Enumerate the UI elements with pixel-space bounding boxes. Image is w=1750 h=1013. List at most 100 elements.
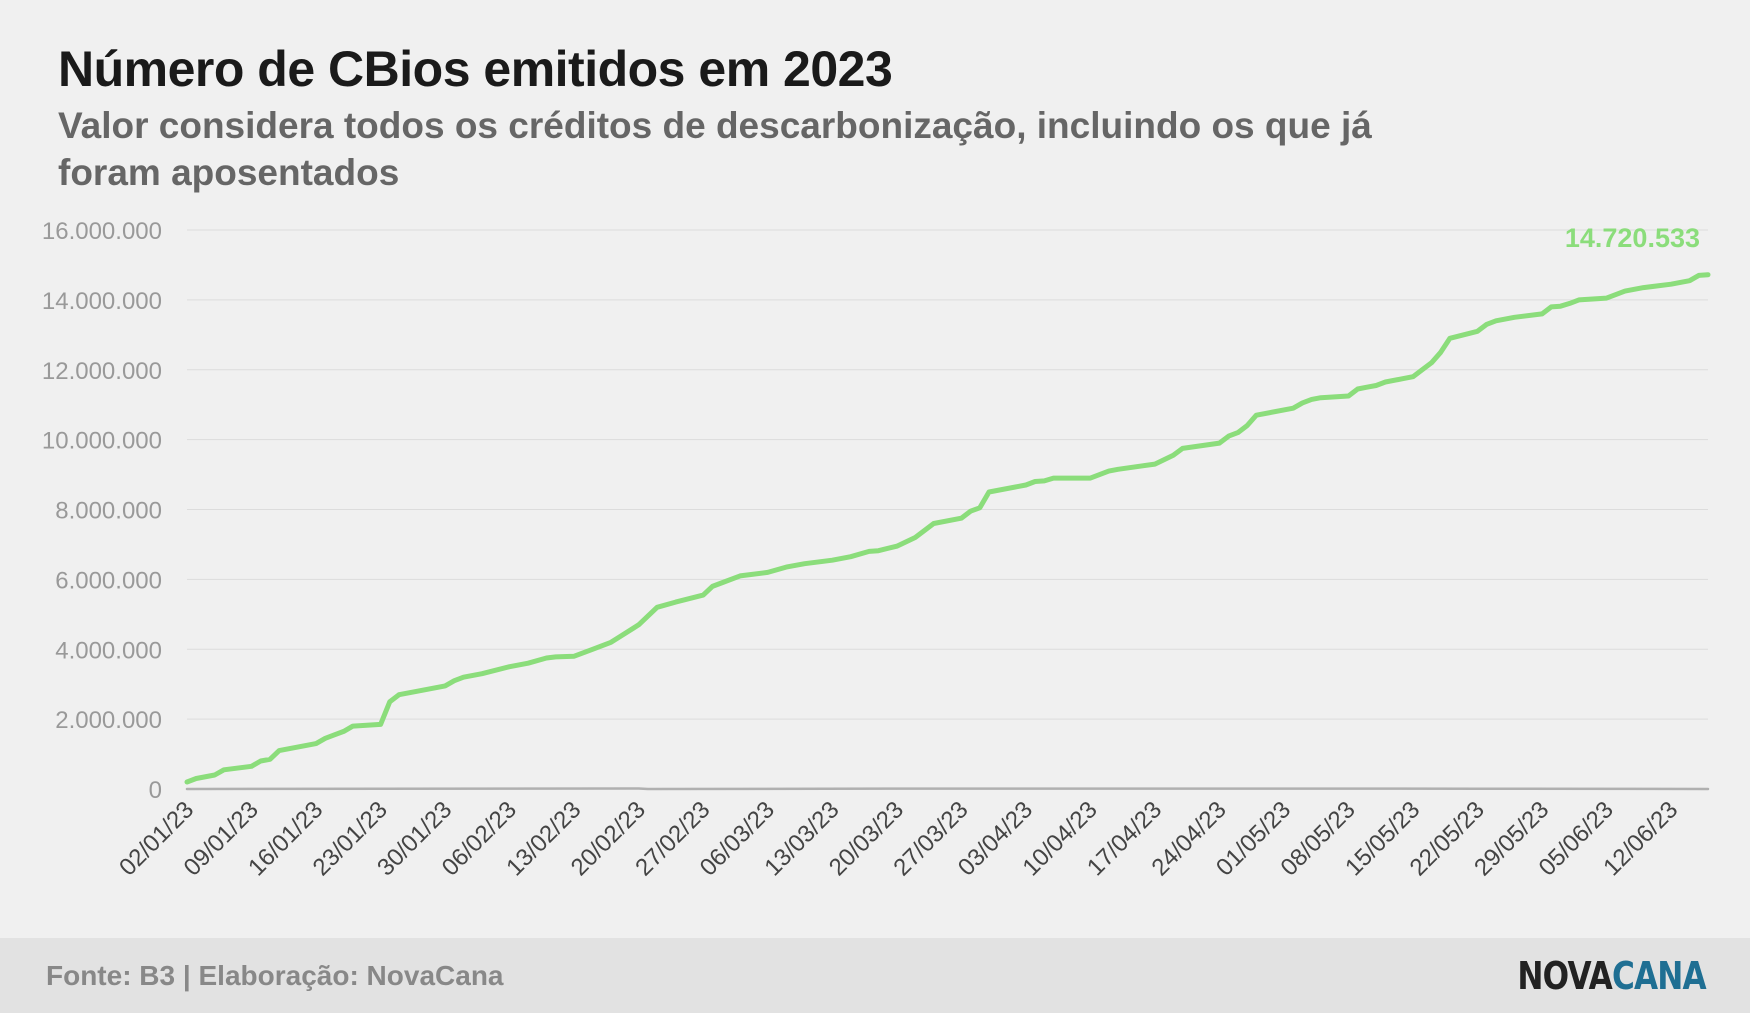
- chart-title: Número de CBios emitidos em 2023: [58, 41, 893, 97]
- data-point: [1706, 272, 1710, 277]
- data-point: [1549, 304, 1554, 309]
- source-note: Fonte: B3 | Elaboração: NovaCana: [46, 960, 504, 991]
- data-point: [848, 554, 853, 559]
- data-point: [784, 565, 789, 570]
- y-tick-label: 12.000.000: [42, 358, 162, 385]
- logo-nova-text: NOVA: [1517, 954, 1613, 998]
- data-point: [1613, 292, 1618, 297]
- data-point: [185, 780, 189, 785]
- data-point: [959, 516, 964, 521]
- y-tick-label: 14.000.000: [42, 288, 162, 315]
- data-point: [1540, 311, 1545, 316]
- data-point: [479, 671, 484, 676]
- data-point: [830, 558, 835, 563]
- data-point: [1291, 406, 1296, 411]
- novacana-logo: NOVACANA: [1517, 954, 1707, 998]
- data-point: [1411, 374, 1416, 379]
- data-point: [314, 741, 319, 746]
- data-point: [1623, 289, 1628, 294]
- data-point: [258, 759, 263, 764]
- data-point: [968, 509, 973, 514]
- data-point: [655, 605, 660, 610]
- data-point: [1512, 315, 1517, 320]
- data-point: [876, 548, 881, 553]
- data-point: [765, 570, 770, 575]
- data-point: [323, 736, 328, 741]
- data-point: [1438, 350, 1443, 355]
- data-point: [452, 678, 457, 683]
- data-point: [1447, 336, 1452, 341]
- data-point: [1116, 467, 1121, 472]
- data-point: [1476, 787, 1479, 790]
- line-chart: 0 2.000.000 4.000.000 6.000.000 8.000.000 10.…: [42, 218, 1711, 881]
- y-tick-label: 0: [149, 777, 162, 804]
- data-point: [1217, 441, 1222, 446]
- data-point: [1180, 446, 1185, 451]
- data-point: [1493, 318, 1498, 323]
- series-layer: [184, 272, 1711, 791]
- data-point: [350, 724, 355, 729]
- data-point: [590, 647, 595, 652]
- data-point: [1171, 453, 1176, 458]
- data-point: [1558, 304, 1563, 309]
- data-point: [1226, 434, 1231, 439]
- y-tick-label: 2.000.000: [55, 707, 162, 734]
- data-point: [931, 521, 936, 526]
- data-point: [286, 746, 291, 751]
- data-point: [341, 729, 346, 734]
- data-point: [186, 788, 188, 790]
- logo-cana-text: CANA: [1612, 954, 1707, 998]
- data-point: [1429, 360, 1434, 365]
- data-point: [1707, 788, 1709, 790]
- data-point: [544, 655, 549, 660]
- data-point: [1042, 478, 1047, 483]
- data-point: [1051, 476, 1056, 481]
- chart-subtitle: Valor considera todos os créditos de des…: [58, 105, 1372, 193]
- data-point: [194, 776, 199, 781]
- data-point: [1576, 297, 1581, 302]
- data-point: [895, 787, 898, 790]
- data-point: [719, 580, 724, 585]
- data-point: [1245, 423, 1250, 428]
- data-point: [1318, 395, 1323, 400]
- data-point: [1678, 280, 1683, 285]
- y-tick-label: 4.000.000: [55, 637, 162, 664]
- data-point: [1300, 400, 1305, 405]
- data-point: [378, 722, 383, 727]
- data-point: [1669, 282, 1674, 287]
- data-point: [637, 787, 640, 790]
- x-axis-labels: 02/01/2309/01/2316/01/2323/01/2330/01/23…: [114, 796, 1683, 881]
- end-value-label: 14.720.533: [1565, 223, 1700, 253]
- data-point: [1023, 483, 1028, 488]
- data-point: [894, 544, 899, 549]
- data-point: [1364, 385, 1369, 390]
- data-point: [1484, 322, 1489, 327]
- data-point: [802, 561, 807, 566]
- data-point: [1235, 430, 1240, 435]
- grid-lines: [187, 229, 1708, 720]
- data-point: [609, 640, 614, 645]
- series-line-cbios: [184, 272, 1711, 785]
- data-point: [507, 664, 512, 669]
- data-point: [913, 535, 918, 540]
- data-point: [572, 654, 577, 659]
- data-point: [1374, 383, 1379, 388]
- data-point: [636, 622, 641, 627]
- data-point: [646, 788, 649, 790]
- data-point: [1420, 367, 1425, 372]
- data-point: [1604, 296, 1609, 301]
- data-point: [738, 573, 743, 578]
- data-point: [1687, 278, 1692, 283]
- data-point: [867, 549, 872, 554]
- data-point: [1567, 301, 1572, 306]
- data-point: [443, 683, 448, 688]
- y-tick-label: 16.000.000: [42, 218, 162, 245]
- data-point: [526, 661, 531, 666]
- y-tick-label: 6.000.000: [55, 567, 162, 594]
- data-point: [249, 764, 254, 769]
- series-line-baseline: [185, 787, 1710, 791]
- data-point: [1475, 329, 1480, 334]
- data-point: [701, 593, 706, 598]
- data-point: [461, 675, 466, 680]
- data-point: [1355, 386, 1360, 391]
